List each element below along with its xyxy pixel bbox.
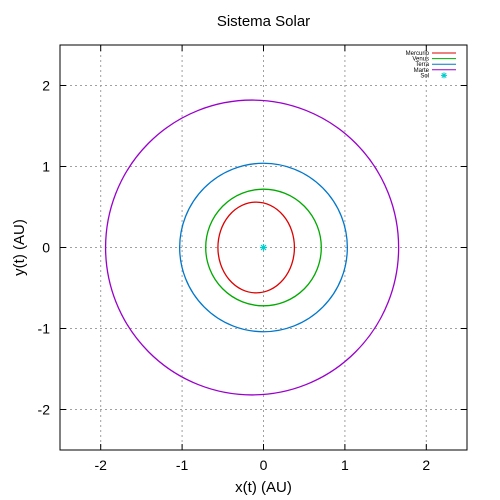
legend-label-sol: Sol xyxy=(420,73,429,79)
x-tick-label: -1 xyxy=(176,457,189,473)
legend-swatch-sol xyxy=(441,72,447,79)
orbit-marte xyxy=(104,99,400,396)
legend-label-marte: Marte xyxy=(414,68,430,74)
x-axis-label: x(t) (AU) xyxy=(235,479,292,496)
legend-label-mercurio: Mercurio xyxy=(406,51,430,57)
orbit-venus xyxy=(205,188,322,307)
ticks: -2 -1 0 1 2 -2 -1 0 1 2 xyxy=(38,45,467,473)
legend-label-venus: Venus xyxy=(412,57,429,63)
y-tick-label: 2 xyxy=(42,78,50,94)
y-tick-label: 0 xyxy=(42,240,50,256)
y-tick-label: 1 xyxy=(42,159,50,175)
x-tick-label: 0 xyxy=(260,457,268,473)
y-axis-label: y(t) (AU) xyxy=(11,219,28,276)
y-tick-label: -1 xyxy=(38,321,51,337)
y-tick-label: -2 xyxy=(38,402,51,418)
orbit-mercurio xyxy=(217,201,296,294)
sol-marker xyxy=(260,244,267,251)
orbit-terra xyxy=(179,162,348,333)
series-layer xyxy=(104,99,400,396)
legend-label-terra: Terra xyxy=(415,62,429,68)
x-tick-label: -2 xyxy=(94,457,107,473)
x-tick-label: 1 xyxy=(341,457,349,473)
chart-title: Sistema Solar xyxy=(217,13,310,30)
x-tick-label: 2 xyxy=(422,457,430,473)
